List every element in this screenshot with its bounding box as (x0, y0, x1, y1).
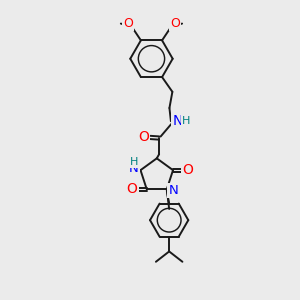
Text: N: N (129, 163, 139, 176)
Text: N: N (172, 114, 183, 128)
Text: H: H (130, 158, 138, 167)
Text: O: O (123, 17, 133, 30)
Text: H: H (182, 116, 190, 126)
Text: N: N (168, 184, 178, 197)
Text: O: O (170, 17, 180, 30)
Text: O: O (127, 182, 137, 196)
Text: O: O (182, 163, 193, 177)
Text: O: O (138, 130, 149, 144)
